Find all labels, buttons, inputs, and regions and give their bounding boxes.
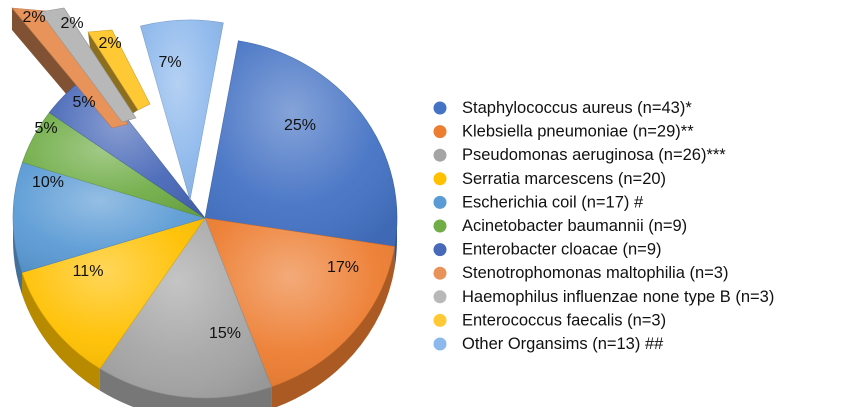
legend-marker xyxy=(433,195,447,209)
legend: Staphylococcus aureus (n=43)* Klebsiella … xyxy=(433,99,774,353)
legend-label: Enterococcus faecalis (n=3) xyxy=(462,311,666,329)
legend-label: Escherichia coil (n=17) # xyxy=(462,193,644,211)
legend-label: Klebsiella pneumoniae (n=29)** xyxy=(462,123,694,141)
legend-marker xyxy=(433,243,447,257)
pie-percent-label: 2% xyxy=(60,15,83,32)
pie-slice-exploded xyxy=(87,29,151,111)
legend-label: Serratia marcescens (n=20) xyxy=(462,170,666,188)
pie-percent-label: 5% xyxy=(34,120,57,137)
pie-percent-labels: 25% 17% 15% 11% 10% 5% 5% 2% 2% 2% 7% xyxy=(22,9,359,342)
pie-side-wall xyxy=(13,218,23,295)
legend-label: Enterobacter cloacae (n=9) xyxy=(462,241,662,259)
pie-slice-shine xyxy=(13,162,205,273)
legend-marker xyxy=(433,148,447,162)
pie-percent-label: 15% xyxy=(209,325,241,342)
pie-percent-label: 17% xyxy=(327,259,359,276)
legend-marker xyxy=(433,101,447,115)
legend-label: Acinetobacter baumannii (n=9) xyxy=(462,217,687,235)
pie-slice-shine xyxy=(205,40,397,247)
pie-side-wall xyxy=(22,272,100,391)
pie-percent-label: 2% xyxy=(98,35,121,52)
pie-slice-shine xyxy=(205,218,395,387)
pie-slice-exploded xyxy=(11,7,129,129)
legend-marker xyxy=(433,313,447,327)
pie-side-wall xyxy=(394,218,397,269)
legend-marker xyxy=(433,290,447,304)
pie-slice-shine xyxy=(22,218,205,369)
pie-side-wall xyxy=(271,246,395,407)
legend-marker xyxy=(433,266,447,280)
pie-percent-label: 2% xyxy=(22,9,45,26)
pie-slice-shine xyxy=(140,20,224,201)
pie-slice-shine xyxy=(22,112,206,218)
legend-marker xyxy=(433,172,447,186)
legend-label: Haemophilus influenzae none type B (n=3) xyxy=(462,288,774,306)
pie-percent-label: 25% xyxy=(284,117,316,134)
pie-slice-shine xyxy=(99,218,272,398)
pie-slice-exploded-side xyxy=(88,32,138,114)
legend-label: Stenotrophomonas maltophilia (n=3) xyxy=(462,264,728,282)
legend-marker xyxy=(433,337,447,351)
pie-percent-label: 5% xyxy=(72,94,95,111)
pie-slice-exploded xyxy=(39,7,137,123)
pie-slice-shine xyxy=(49,73,205,219)
pie-percent-label: 11% xyxy=(73,263,104,280)
pie-side-wall xyxy=(99,368,272,407)
legend-label: Other Organsims (n=13) ## xyxy=(462,335,664,353)
legend-marker xyxy=(433,125,447,139)
legend-label: Pseudomonas aeruginosa (n=26)*** xyxy=(462,146,726,164)
pie-top-faces xyxy=(11,7,398,399)
pie-percent-label: 10% xyxy=(32,174,64,191)
legend-marker xyxy=(433,219,447,233)
legend-label: Staphylococcus aureus (n=43)* xyxy=(462,99,692,117)
pie-percent-label: 7% xyxy=(158,54,181,71)
